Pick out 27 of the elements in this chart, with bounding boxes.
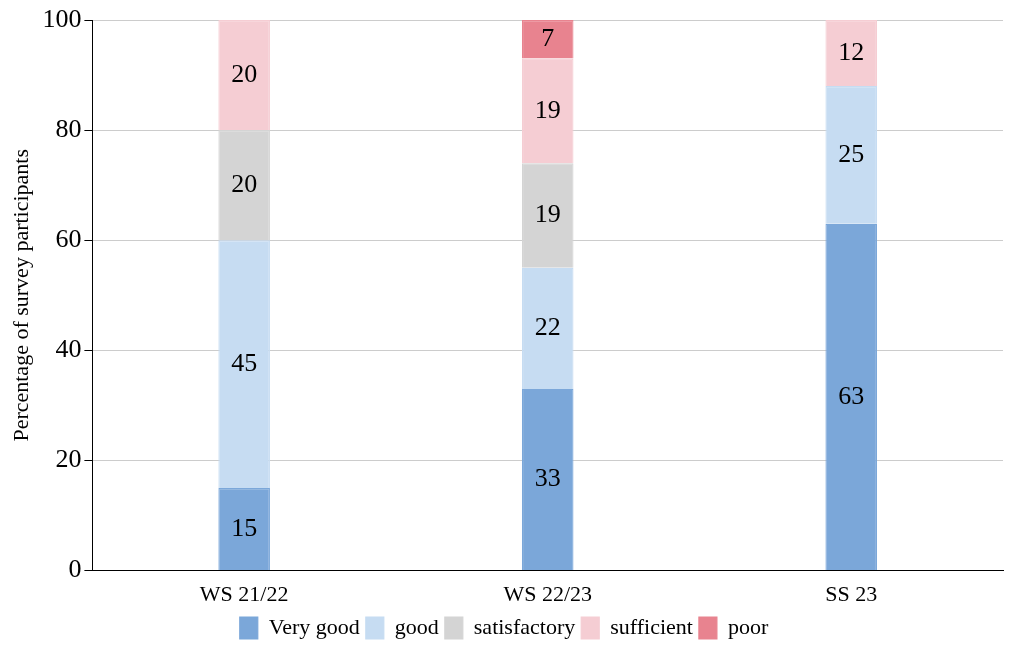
data-label: 19	[534, 199, 561, 229]
data-label: 33	[534, 463, 561, 493]
x-tick-label: WS 22/23	[503, 580, 593, 606]
data-label: 25	[838, 138, 865, 168]
data-label: 63	[838, 380, 865, 410]
data-label: 20	[231, 58, 258, 88]
x-tick-label: SS 23	[825, 580, 878, 606]
data-label: 22	[534, 312, 561, 342]
y-tick-label: 100	[42, 3, 82, 33]
y-tick-label: 40	[55, 334, 82, 364]
data-label: 19	[534, 94, 561, 124]
y-tick-label: 20	[55, 444, 82, 474]
data-label: 45	[231, 347, 258, 377]
legend-label: poor	[727, 613, 769, 639]
y-tick-label: 0	[68, 554, 82, 584]
x-tick-label: WS 21/22	[199, 580, 289, 606]
data-label: 20	[231, 169, 258, 199]
legend-label: good	[394, 613, 439, 639]
data-label: 15	[231, 512, 258, 542]
y-tick-label: 60	[55, 224, 82, 254]
legend-label: sufficient	[610, 613, 693, 639]
legend-label: Very good	[268, 613, 360, 639]
y-tick-label: 80	[55, 113, 82, 143]
data-label: 7	[541, 23, 555, 53]
legend-label: satisfactory	[473, 613, 576, 639]
y-axis-title: Percentage of survey participants	[7, 149, 33, 442]
data-label: 12	[838, 36, 865, 66]
